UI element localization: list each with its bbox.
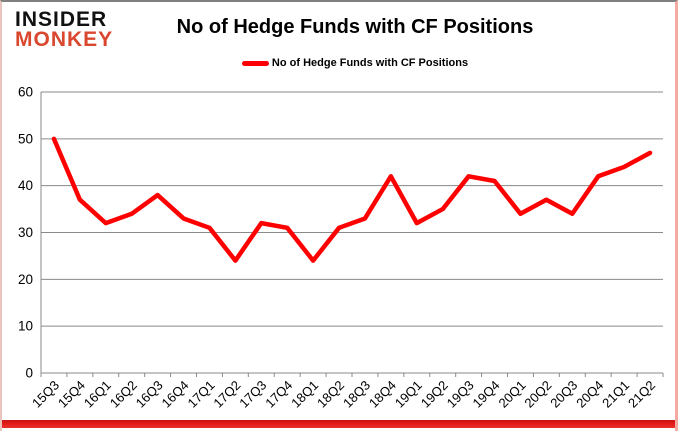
logo-line-insider: INSIDER bbox=[15, 8, 108, 31]
y-axis-label: 50 bbox=[18, 131, 33, 146]
legend-label: No of Hedge Funds with CF Positions bbox=[271, 57, 469, 69]
x-axis-label: 19Q4 bbox=[470, 378, 503, 411]
x-axis-label: 17Q2 bbox=[210, 378, 243, 411]
x-axis-label: 17Q1 bbox=[184, 378, 217, 411]
bottom-red-bar bbox=[2, 420, 675, 428]
y-axis-label: 10 bbox=[18, 319, 33, 334]
x-axis-label: 16Q1 bbox=[81, 378, 114, 411]
x-axis-label: 16Q4 bbox=[159, 378, 192, 411]
x-axis-label: 15Q4 bbox=[55, 378, 88, 411]
insider-monkey-logo: INSIDER MONKEY bbox=[15, 8, 114, 51]
y-axis-label: 30 bbox=[18, 225, 33, 240]
x-axis-label: 18Q2 bbox=[314, 378, 347, 411]
data-line bbox=[51, 136, 653, 263]
x-axis-label: 18Q1 bbox=[288, 378, 321, 411]
y-axis-label: 20 bbox=[18, 272, 33, 287]
x-axis-label: 19Q1 bbox=[392, 378, 425, 411]
x-axis-label: 17Q4 bbox=[262, 378, 295, 411]
y-axis-label: 0 bbox=[25, 366, 33, 381]
x-axis-label: 20Q2 bbox=[521, 378, 554, 411]
y-axis-label: 40 bbox=[18, 178, 33, 193]
x-axis-label: 21Q1 bbox=[599, 378, 632, 411]
x-axis-label: 20Q4 bbox=[573, 378, 606, 411]
x-axis-label: 18Q3 bbox=[340, 378, 373, 411]
x-axis-label: 17Q3 bbox=[236, 378, 269, 411]
x-axis-label: 15Q3 bbox=[29, 378, 62, 411]
x-axis-label: 19Q3 bbox=[444, 378, 477, 411]
legend-line-swatch bbox=[241, 60, 269, 66]
x-axis-label: 20Q3 bbox=[547, 378, 580, 411]
chart-title: No of Hedge Funds with CF Positions bbox=[176, 16, 534, 38]
x-axis-label: 21Q2 bbox=[625, 378, 658, 411]
x-axis-label: 18Q4 bbox=[366, 378, 399, 411]
logo-line-monkey: MONKEY bbox=[15, 27, 114, 51]
x-axis-label: 16Q2 bbox=[107, 378, 140, 411]
x-axis-label: 20Q1 bbox=[495, 378, 528, 411]
x-axis-label: 19Q2 bbox=[418, 378, 451, 411]
chart-header: No of Hedge Funds with CF Positions bbox=[140, 16, 570, 39]
y-axis-label: 60 bbox=[18, 85, 33, 100]
x-axis-label: 16Q3 bbox=[133, 378, 166, 411]
chart-legend: No of Hedge Funds with CF Positions bbox=[140, 57, 570, 69]
